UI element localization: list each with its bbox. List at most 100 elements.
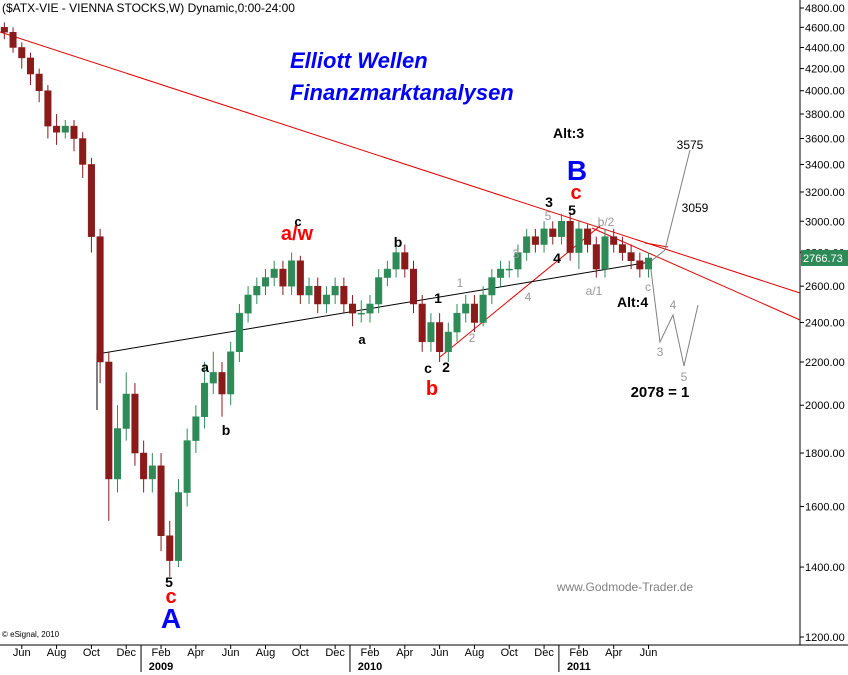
y-tick-label: 2200.00 [805, 357, 845, 369]
annotation: b [394, 234, 403, 250]
annotation: © eSignal, 2010 [2, 630, 60, 639]
x-tick-label: Jun [13, 647, 31, 659]
x-tick-label: Jun [640, 647, 658, 659]
year-label: 2010 [358, 661, 382, 673]
annotation: c [570, 182, 581, 204]
annotation: Finanzmarktanalysen [290, 80, 514, 105]
candle-body [357, 312, 365, 315]
candle-body [122, 393, 130, 429]
candle-body [201, 382, 209, 417]
candle-body [383, 268, 391, 278]
x-tick-label: Dec [325, 647, 345, 659]
candle-body [70, 125, 78, 139]
last-price-label: 2766.73 [803, 253, 843, 265]
y-tick-label: 3600.00 [805, 134, 845, 146]
annotation: 3 [657, 345, 664, 359]
candle-body [288, 260, 296, 287]
annotation: 3059 [682, 201, 709, 215]
candle-body [575, 228, 583, 253]
x-tick-label: Oct [292, 647, 309, 659]
x-tick-label: Jun [222, 647, 240, 659]
y-tick-label: 4800.00 [805, 3, 845, 15]
y-tick-label: 2600.00 [805, 281, 845, 293]
projection [649, 261, 699, 367]
candle-body [0, 27, 8, 33]
x-tick-label: Aug [256, 647, 276, 659]
annotation: b [222, 422, 231, 438]
candle-body [340, 285, 348, 305]
candle-body [87, 164, 95, 237]
candle-body [636, 260, 644, 270]
annotation: 5 [545, 209, 552, 223]
candle-body [470, 303, 478, 323]
candle-body [140, 452, 148, 480]
candle-body [601, 236, 609, 270]
annotation: 1 [457, 276, 464, 290]
x-tick-label: Feb [152, 647, 171, 659]
annotation: Alt:3 [553, 125, 584, 141]
annotation: 5 [165, 574, 173, 590]
y-tick-label: 1400.00 [805, 562, 845, 574]
candle-body [114, 428, 122, 480]
candle-body [157, 465, 165, 537]
candle-body [61, 125, 69, 133]
annotation: 2 [442, 359, 450, 375]
candle-body [148, 465, 156, 480]
x-tick-label: Apr [605, 647, 622, 659]
candle-body [131, 393, 139, 454]
candle-body [270, 268, 278, 278]
candle-body [296, 260, 304, 296]
annotation: 5 [568, 202, 576, 218]
candle-body [322, 294, 330, 305]
y-tick-label: 1800.00 [805, 448, 845, 460]
x-tick-label: Aug [47, 647, 67, 659]
candle-body [253, 285, 261, 296]
annotation: 4 [525, 290, 532, 304]
x-tick-label: Feb [569, 647, 588, 659]
x-tick-label: Apr [396, 647, 413, 659]
candle-body [401, 252, 409, 270]
y-tick-label: 4200.00 [805, 64, 845, 76]
x-tick-label: Oct [501, 647, 518, 659]
candle-body [531, 236, 539, 245]
candle-body [409, 268, 418, 305]
trend-line [644, 242, 669, 248]
annotation: Elliott Wellen [290, 48, 428, 73]
candle-body [244, 294, 252, 314]
candle-body [505, 268, 513, 271]
y-tick-label: 3000.00 [805, 216, 845, 228]
annotation: c [424, 360, 432, 376]
candle-body [96, 236, 104, 363]
annotation: a [201, 359, 209, 375]
chart-title: ($ATX-VIE - VIENNA STOCKS,W) Dynamic,0:0… [2, 1, 295, 15]
y-tick-label: 2400.00 [805, 318, 845, 330]
y-tick-label: 4000.00 [805, 86, 845, 98]
candle-body [44, 90, 52, 127]
candle-body [427, 322, 435, 343]
candle-body [314, 285, 322, 305]
candle-body [462, 303, 470, 314]
annotation: c [165, 586, 176, 608]
candle-body [514, 252, 522, 270]
candle-body [261, 277, 270, 287]
annotation: B [567, 155, 587, 186]
annotation: Alt:4 [617, 294, 648, 310]
candle-body [592, 244, 600, 270]
candle-body [227, 351, 235, 395]
y-tick-label: 1200.00 [805, 632, 845, 644]
candle-body [444, 331, 452, 353]
candle-body [53, 125, 61, 133]
x-tick-label: Dec [534, 647, 554, 659]
candle-body [453, 312, 461, 333]
annotation: b/2 [598, 215, 615, 229]
candle-body [375, 277, 383, 305]
candle-body [488, 277, 496, 296]
annotation: 2 [469, 331, 476, 345]
year-label: 2011 [567, 661, 591, 673]
last-price-box [801, 249, 848, 266]
candle-body [557, 221, 565, 237]
annotation: c [294, 214, 301, 229]
candle-body [540, 228, 548, 245]
annotation: 4 [670, 298, 677, 312]
